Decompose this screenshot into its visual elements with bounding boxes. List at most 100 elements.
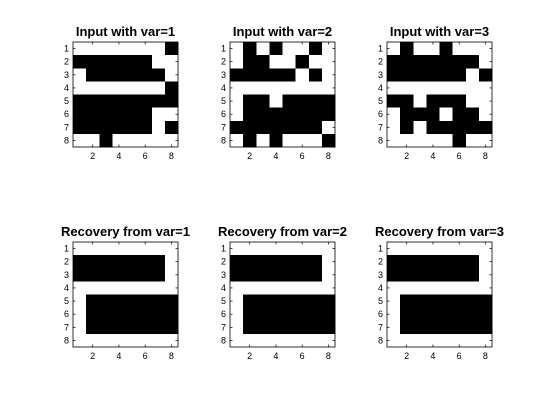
cell-r7-c4: [269, 320, 283, 335]
y-tick-label: 4: [378, 83, 383, 93]
cell-r7-c5: [125, 320, 139, 335]
cell-r4-c1: [73, 281, 87, 295]
y-tick-label: 2: [221, 57, 226, 67]
cell-r6-c8: [478, 307, 493, 322]
cell-r8-c6: [138, 333, 153, 348]
x-tick-label: 8: [169, 351, 174, 361]
cell-r3-c2: [243, 268, 257, 282]
cell-r3-c2: [243, 68, 257, 82]
cell-r6-c3: [413, 107, 427, 122]
cell-r8-c2: [86, 333, 100, 348]
x-tick-label: 6: [300, 151, 305, 161]
cell-r2-c3: [99, 255, 113, 269]
cell-r7-c6: [452, 120, 467, 135]
cell-r1-c3: [99, 242, 113, 256]
cell-r7-c8: [164, 320, 179, 335]
cell-r6-c3: [256, 107, 270, 122]
cell-r1-c7: [151, 242, 166, 256]
cell-r7-c4: [269, 120, 283, 135]
cell-r6-c4: [426, 307, 440, 322]
cell-r3-c6: [452, 268, 467, 282]
cell-r8-c7: [151, 333, 166, 348]
x-tick-label: 4: [273, 151, 278, 161]
cell-r6-c4: [269, 307, 283, 322]
y-tick-label: 2: [64, 57, 69, 67]
cell-r6-c3: [99, 107, 113, 122]
cell-r8-c8: [164, 333, 179, 348]
cell-r8-c2: [243, 133, 257, 148]
cell-r1-c8: [478, 242, 493, 256]
axes-box: [229, 41, 336, 148]
cell-r2-c1: [73, 255, 87, 269]
cell-r5-c2: [86, 94, 100, 108]
x-tick-label: 6: [143, 151, 148, 161]
cell-r2-c7: [465, 55, 480, 69]
cell-r2-c4: [112, 55, 126, 69]
cell-r4-c2: [400, 281, 414, 295]
cell-r6-c1: [387, 307, 401, 322]
cell-r5-c3: [99, 294, 113, 308]
y-tick-label: 3: [221, 270, 226, 280]
cell-r3-c8: [478, 268, 493, 282]
y-tick-label: 3: [221, 70, 226, 80]
cell-r3-c6: [295, 268, 310, 282]
y-tick-label: 2: [378, 257, 383, 267]
cell-r2-c5: [125, 255, 139, 269]
y-tick-label: 1: [378, 44, 383, 54]
cell-r1-c1: [73, 42, 87, 56]
cell-r3-c6: [295, 68, 310, 82]
cell-r3-c2: [86, 268, 100, 282]
cell-r2-c5: [282, 55, 296, 69]
cell-r8-c4: [269, 133, 283, 148]
cell-r1-c8: [164, 42, 179, 56]
cell-r2-c5: [282, 255, 296, 269]
cell-r8-c8: [478, 333, 493, 348]
panel-title: Input with var=2: [233, 24, 332, 39]
cell-r6-c1: [73, 107, 87, 122]
cell-r6-c6: [138, 107, 153, 122]
cell-r6-c1: [387, 107, 401, 122]
cell-r5-c8: [164, 294, 179, 308]
cell-r3-c3: [256, 68, 270, 82]
x-tick-label: 8: [483, 151, 488, 161]
cell-r1-c6: [138, 242, 153, 256]
y-tick-label: 3: [378, 70, 383, 80]
y-tick-label: 2: [378, 57, 383, 67]
x-tick-label: 2: [404, 151, 409, 161]
cell-r1-c5: [125, 42, 139, 56]
cell-r2-c3: [413, 55, 427, 69]
cell-r3-c7: [151, 268, 166, 282]
cell-r7-c2: [243, 120, 257, 135]
cell-r3-c8: [321, 68, 336, 82]
cell-r7-c8: [478, 320, 493, 335]
cell-r6-c6: [138, 307, 153, 322]
cell-r8-c3: [413, 133, 427, 148]
y-tick-label: 8: [378, 335, 383, 345]
cell-r1-c2: [243, 42, 257, 56]
cell-r5-c8: [478, 94, 493, 108]
cell-r4-c8: [478, 281, 493, 295]
cell-r8-c6: [295, 333, 310, 348]
cell-r5-c7: [308, 94, 323, 108]
cell-r5-c4: [112, 294, 126, 308]
cell-r4-c2: [86, 281, 100, 295]
cell-r7-c8: [164, 120, 179, 135]
cell-r8-c8: [321, 333, 336, 348]
cell-r2-c1: [387, 255, 401, 269]
cell-r6-c5: [125, 307, 139, 322]
cell-r7-c7: [465, 320, 480, 335]
cell-r8-c5: [125, 333, 139, 348]
cell-r3-c8: [478, 68, 493, 82]
cell-r7-c1: [230, 120, 244, 135]
cell-r8-c6: [138, 133, 153, 148]
cell-r3-c4: [112, 268, 126, 282]
cell-r7-c1: [387, 120, 401, 135]
cell-r4-c5: [439, 81, 453, 95]
cell-r6-c7: [465, 307, 480, 322]
cell-r8-c4: [269, 333, 283, 348]
cell-r1-c8: [321, 242, 336, 256]
cell-r6-c8: [478, 107, 493, 122]
cell-r5-c2: [243, 294, 257, 308]
cell-r5-c3: [99, 94, 113, 108]
cell-r5-c4: [112, 94, 126, 108]
